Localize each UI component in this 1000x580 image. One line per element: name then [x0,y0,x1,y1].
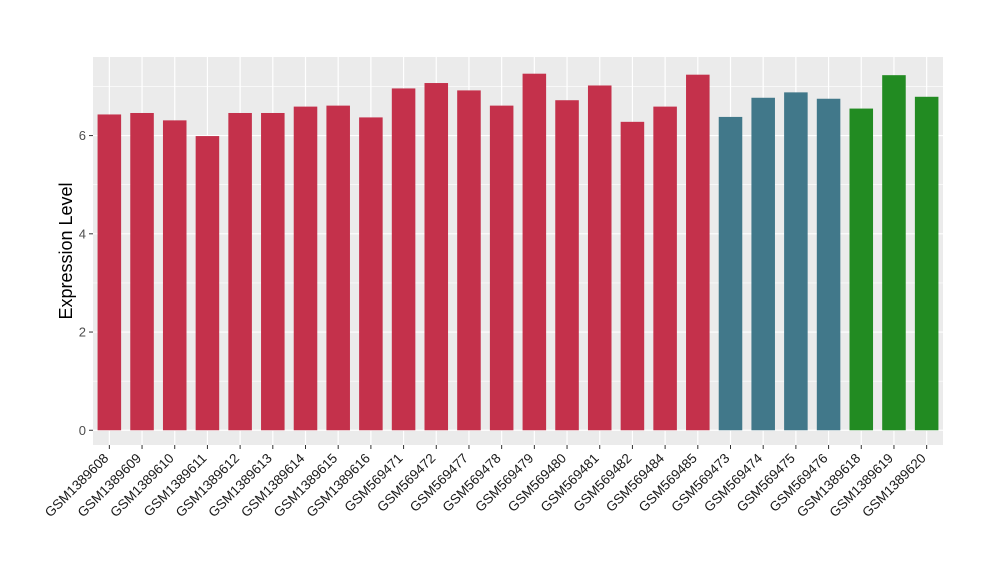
y-tick-label: 4 [79,226,86,241]
y-axis: 0 2 4 6 [79,128,93,438]
bar-gsm569476 [816,98,841,431]
bar-gsm1389620 [914,96,939,431]
y-tick-label: 0 [79,423,86,438]
x-axis: GSM1389608GSM1389609GSM1389610GSM1389611… [42,445,929,520]
bar-gsm1389611 [195,136,220,431]
bar-gsm1389612 [228,112,252,431]
bar-gsm569482 [620,121,645,431]
bar-gsm569471 [391,88,416,431]
bar-gsm569474 [751,97,775,431]
bar-gsm1389613 [261,112,285,431]
bar-gsm569475 [784,92,808,431]
bar-gsm1389614 [293,106,318,431]
bar-gsm569472 [424,83,449,431]
bar-gsm569481 [587,85,612,431]
bar-gsm1389608 [97,114,122,431]
bar-gsm569478 [489,105,514,431]
bar-gsm1389610 [162,120,187,431]
bar-gsm1389616 [359,117,383,431]
bar-gsm569480 [555,100,579,431]
bar-gsm1389615 [326,105,350,431]
bar-gsm1389618 [849,108,874,431]
bar-gsm1389609 [130,112,154,431]
plot-panel [93,57,943,445]
bars [97,73,939,431]
bar-gsm569484 [653,106,677,431]
bar-gsm569479 [522,73,547,431]
bar-gsm569473 [718,116,743,431]
bar-gsm569485 [686,74,710,431]
bar-gsm569477 [457,90,481,431]
bar-gsm1389619 [882,75,906,431]
y-tick-label: 2 [79,325,86,340]
y-tick-label: 6 [79,128,86,143]
y-axis-title: Expression Level [56,182,76,319]
